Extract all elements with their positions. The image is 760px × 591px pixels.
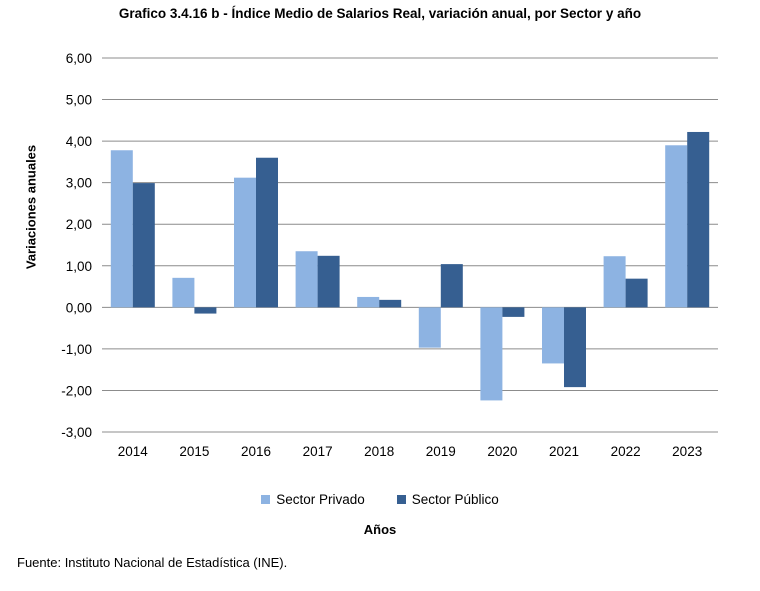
bar-privado-2017 (295, 251, 318, 308)
x-tick-label: 2021 (549, 444, 579, 459)
bars (110, 131, 710, 401)
bar-publico-2015 (194, 307, 217, 314)
x-tick-label: 2020 (487, 444, 517, 459)
legend-label-privado: Sector Privado (276, 492, 365, 507)
legend-swatch-publico (396, 495, 406, 504)
bar-publico-2018 (379, 299, 402, 308)
bar-privado-2021 (542, 307, 564, 364)
source-note: Fuente: Instituto Nacional de Estadístic… (17, 555, 288, 570)
y-tick-label: 0,00 (66, 300, 92, 315)
y-tick-label: 3,00 (66, 176, 92, 191)
legend-item-publico: Sector Público (396, 492, 499, 507)
legend: Sector Privado Sector Público (0, 492, 760, 507)
bar-privado-2020 (480, 307, 503, 401)
bar-privado-2014 (110, 150, 133, 308)
bar-publico-2022 (625, 278, 648, 308)
bar-publico-2016 (256, 157, 278, 308)
y-tick-label: 4,00 (66, 134, 92, 149)
x-tick-label: 2018 (364, 444, 394, 459)
x-tick-label: 2022 (611, 444, 641, 459)
x-tick-label: 2017 (303, 444, 333, 459)
x-axis-label: Años (363, 522, 397, 537)
x-tick-label: 2019 (426, 444, 456, 459)
y-tick-label: 2,00 (66, 217, 92, 232)
bar-publico-2014 (132, 183, 155, 308)
bar-publico-2020 (502, 307, 525, 317)
bar-publico-2021 (564, 307, 586, 388)
legend-swatch-privado (261, 495, 271, 504)
y-tick-label: 6,00 (66, 51, 92, 66)
y-tick-labels: 6,00 5,00 4,00 3,00 2,00 1,00 0,00 -1,00 -2,00 -3… (61, 51, 92, 440)
chart-title: Grafico 3.4.16 b - Índice Medio de Salar… (118, 6, 642, 21)
x-tick-label: 2014 (118, 444, 149, 459)
x-tick-label: 2016 (241, 444, 271, 459)
y-tick-label: -3,00 (61, 425, 92, 440)
bar-chart: 6,00 5,00 4,00 3,00 2,00 1,00 0,00 -1,00 -2,00 -3… (61, 51, 718, 459)
bar-privado-2019 (418, 307, 441, 348)
y-tick-label: 1,00 (66, 259, 92, 274)
legend-item-privado: Sector Privado (261, 492, 365, 507)
y-tick-label: 5,00 (66, 93, 92, 108)
bar-privado-2022 (603, 256, 626, 308)
y-tick-label: -1,00 (61, 342, 92, 357)
bar-publico-2017 (317, 255, 340, 308)
legend-label-publico: Sector Público (411, 492, 499, 507)
bar-privado-2015 (172, 277, 195, 308)
bar-privado-2018 (357, 296, 380, 308)
bar-privado-2023 (665, 145, 688, 308)
y-axis-label: Variaciones anuales (23, 144, 39, 270)
x-tick-labels: 2014 2015 2016 2017 2018 2019 2020 2021 2022 2023 (118, 444, 702, 459)
bar-privado-2016 (234, 177, 256, 308)
x-tick-label: 2015 (179, 444, 209, 459)
y-tick-label: -2,00 (61, 383, 92, 398)
gridlines (102, 57, 718, 433)
bar-publico-2023 (687, 131, 710, 308)
bar-publico-2019 (440, 264, 463, 308)
x-tick-label: 2023 (672, 444, 702, 459)
